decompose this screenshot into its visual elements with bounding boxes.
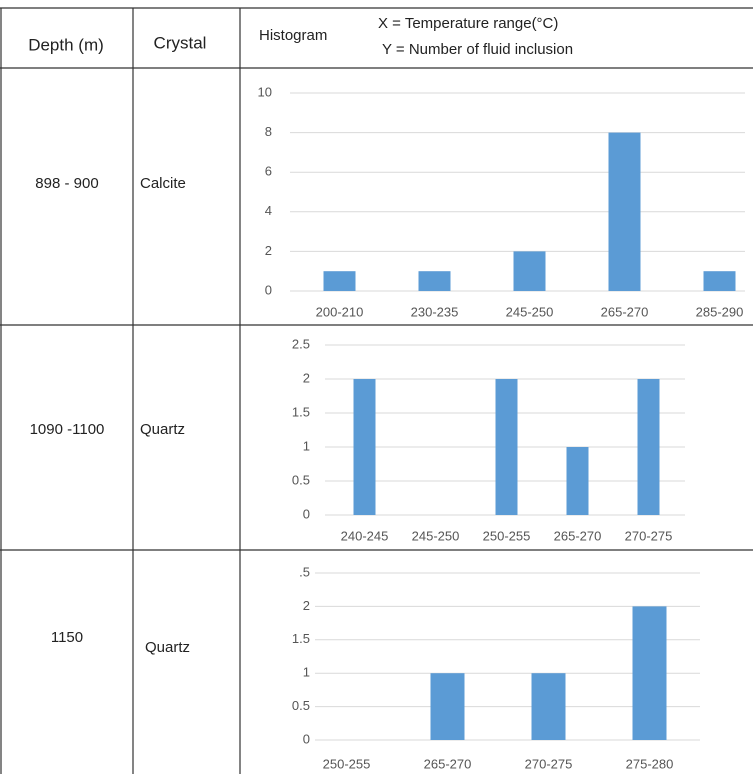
y-tick-label: 0 [265, 282, 272, 297]
y-tick-label: 2 [265, 243, 272, 258]
y-tick-label: 1.5 [292, 631, 310, 646]
bar [353, 379, 376, 515]
y-tick-label: 0.5 [292, 698, 310, 713]
x-tick-label: 230-235 [411, 304, 459, 319]
bar [323, 271, 356, 291]
x-tick-label: 275-280 [626, 756, 674, 771]
depth-cell: 1090 -1100 [30, 421, 105, 438]
header-cell: Depth (m) [28, 35, 104, 54]
crystal-cell: Quartz [140, 421, 185, 438]
bar [430, 673, 465, 740]
y-tick-label: 2.5 [292, 336, 310, 351]
x-tick-label: 270-275 [625, 528, 673, 543]
x-tick-label: 265-270 [601, 304, 649, 319]
crystal-cell: Quartz [145, 639, 190, 656]
x-tick-label: 245-250 [506, 304, 554, 319]
bar [632, 606, 667, 740]
y-tick-label: 1 [303, 438, 310, 453]
header-note: Y = Number of fluid inclusion [382, 41, 573, 58]
bar [495, 379, 518, 515]
bar [566, 447, 589, 515]
y-tick-label: 0 [303, 506, 310, 521]
header-note: X = Temperature range(°C) [378, 15, 558, 32]
x-tick-label: 250-255 [323, 756, 371, 771]
x-tick-label: 245-250 [412, 528, 460, 543]
y-tick-label: 0 [303, 731, 310, 746]
bar [418, 271, 451, 291]
crystal-cell: Calcite [140, 175, 186, 192]
bar [608, 132, 641, 291]
x-tick-label: 200-210 [316, 304, 364, 319]
x-tick-label: 265-270 [424, 756, 472, 771]
x-tick-label: 250-255 [483, 528, 531, 543]
bar [531, 673, 566, 740]
bar [703, 271, 736, 291]
y-tick-label: 2 [303, 370, 310, 385]
header-cell: Histogram [259, 27, 327, 44]
y-tick-label: 1.5 [292, 404, 310, 419]
y-tick-label: 4 [265, 203, 272, 218]
depth-cell: 1150 [51, 629, 83, 646]
y-tick-label: 6 [265, 164, 272, 179]
y-tick-label: 10 [258, 84, 272, 99]
y-tick-label: 2 [303, 598, 310, 613]
x-tick-label: 240-245 [341, 528, 389, 543]
x-tick-label: 265-270 [554, 528, 602, 543]
x-tick-label: 270-275 [525, 756, 573, 771]
y-tick-label: 8 [265, 124, 272, 139]
depth-cell: 898 - 900 [35, 175, 98, 192]
y-tick-label: 0.5 [292, 472, 310, 487]
bar [513, 251, 546, 291]
x-tick-label: 285-290 [696, 304, 744, 319]
bar [637, 379, 660, 515]
y-tick-label: 1 [303, 665, 310, 680]
header-cell: Crystal [154, 33, 207, 52]
y-tick-label: .5 [299, 564, 310, 579]
